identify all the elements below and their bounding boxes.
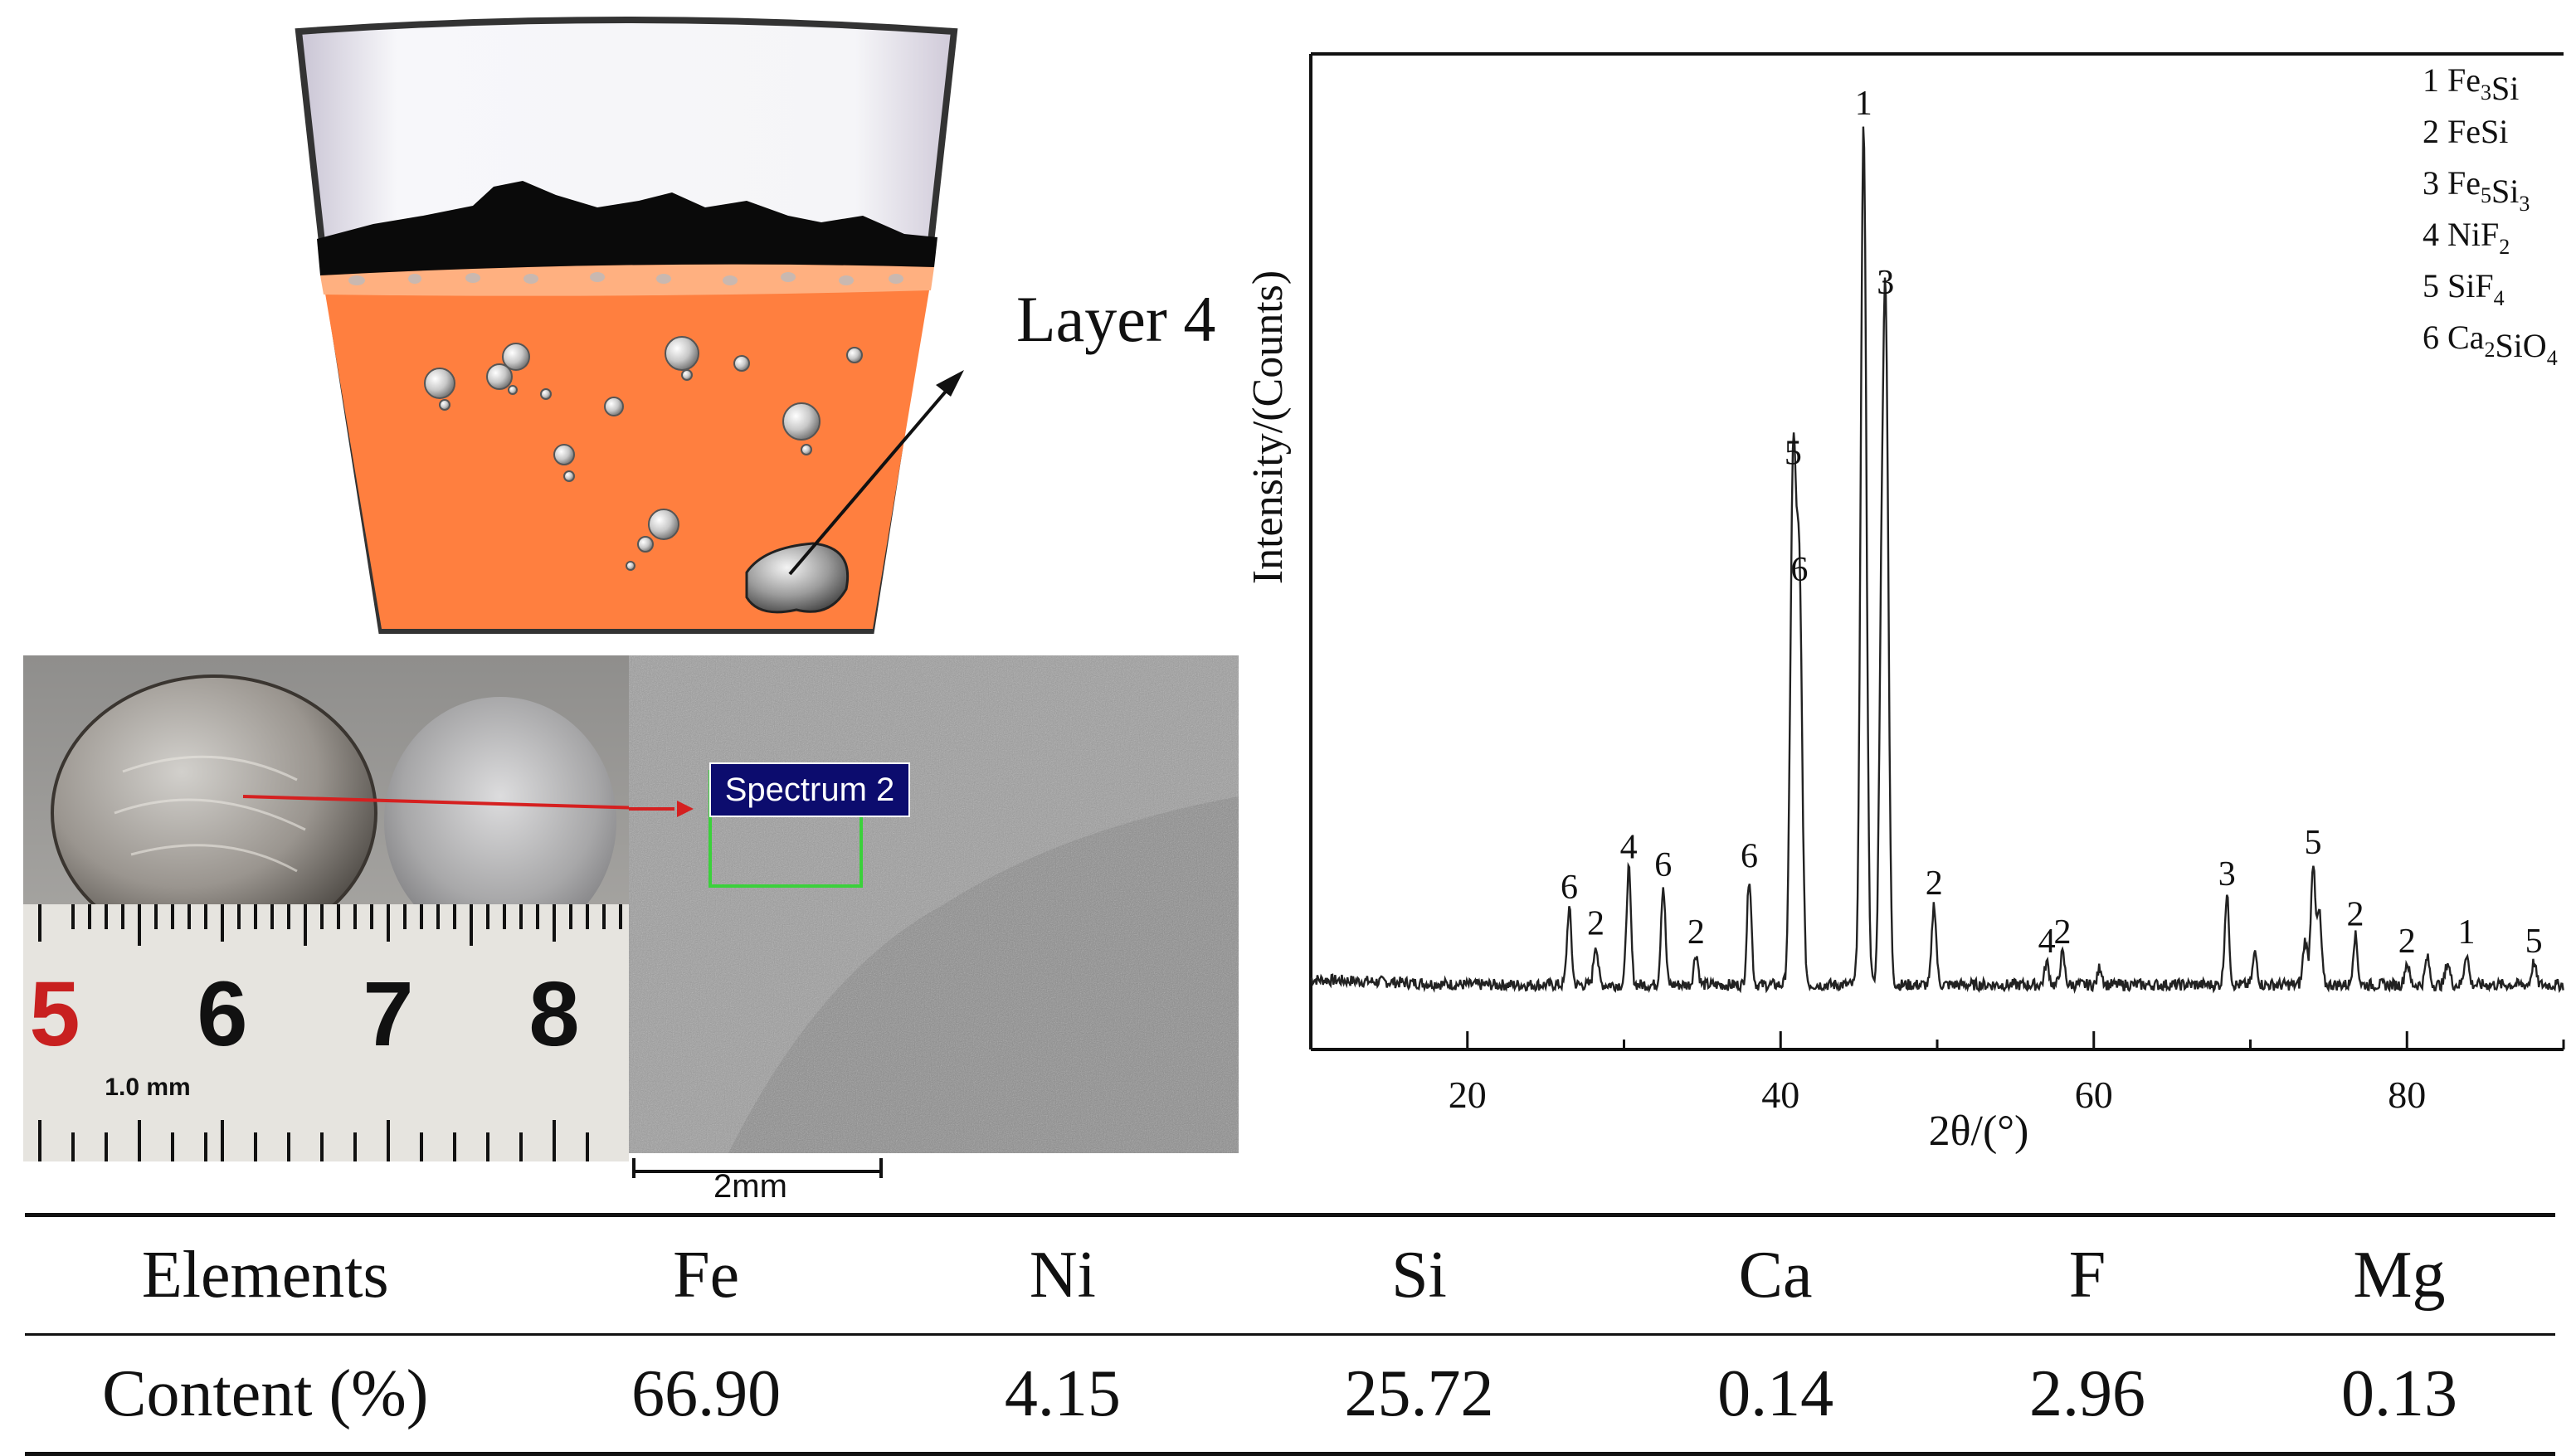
x-tick-label: 60: [2075, 1074, 2113, 1116]
crucible-illustration: [295, 17, 964, 634]
composition-table: Elements Fe Ni Si Ca F Mg Content (%) 66…: [25, 1213, 2555, 1456]
pointer-arrowhead: [936, 370, 964, 397]
table-cell: 4.15: [906, 1334, 1219, 1456]
molten-metal: [322, 262, 933, 629]
table-header-cell: F: [1931, 1213, 2243, 1336]
ruler-unit-label: 1.0 mm: [105, 1074, 190, 1101]
table-cell: 66.90: [505, 1334, 907, 1456]
scale-bar-label: 2mm: [713, 1168, 787, 1205]
peak-label: 4: [1620, 829, 1638, 867]
pointer-arrow-line: [788, 380, 956, 576]
x-tick-label: 80: [2388, 1074, 2426, 1116]
table-cell: 25.72: [1218, 1334, 1620, 1456]
peak-label: 6: [1654, 846, 1672, 884]
ruler-ticks: [38, 904, 622, 1161]
legend-entry: 3 Fe5Si3: [2423, 164, 2530, 216]
peak-label: 2: [2398, 923, 2416, 961]
peak-label: 6: [1741, 837, 1758, 875]
red-arrow-line: [242, 795, 629, 810]
table-header-cell: Elements: [25, 1213, 506, 1336]
y-axis-label: Intensity/(Counts): [1244, 270, 1292, 584]
spectrum-badge: [709, 762, 910, 817]
peak-label: 2: [2346, 896, 2364, 934]
table-cell: 2.96: [1931, 1334, 2243, 1456]
ruler-number-7: 7: [363, 963, 413, 1065]
table-header-cell: Si: [1218, 1213, 1620, 1336]
ruler-number-8: 8: [528, 963, 579, 1065]
xrd-pattern-line: [1310, 126, 2564, 995]
table-header-cell: Fe: [505, 1213, 907, 1336]
table-cell: 0.14: [1619, 1334, 1932, 1456]
legend-entry: 2 FeSi: [2423, 113, 2508, 150]
peak-label: 2: [1687, 913, 1705, 952]
glass-sample: [384, 697, 616, 946]
peak-label: 3: [1877, 264, 1894, 302]
sem-image: Spectrum 2: [629, 655, 1239, 1153]
legend-entry: 4 NiF2: [2423, 216, 2510, 259]
slag-layer: [320, 264, 934, 296]
peak-label: 2: [1587, 904, 1605, 942]
sample-photo: 5 6 7 8 1.0 mm: [23, 655, 629, 1161]
table-header-cell: Ni: [906, 1213, 1219, 1336]
spectrum-label: Spectrum 2: [725, 772, 895, 808]
scale-bar: [632, 1158, 883, 1178]
table-cell: Content (%): [25, 1334, 506, 1456]
table-header-cell: Mg: [2243, 1213, 2555, 1336]
bubbles: [424, 336, 863, 571]
red-arrowhead: [677, 801, 694, 817]
legend-entry: 5 SiF4: [2423, 267, 2505, 310]
carbon-layer: [317, 181, 937, 275]
table-cell: 0.13: [2243, 1334, 2555, 1456]
ruler: [23, 904, 629, 1161]
table-row: Content (%) 66.90 4.15 25.72 0.14 2.96 0…: [25, 1334, 2555, 1456]
peak-label: 4: [2038, 923, 2056, 961]
peak-label: 3: [2218, 855, 2236, 894]
legend-entry: 6 Ca2SiO4: [2423, 319, 2558, 370]
peak-label: 6: [1561, 869, 1578, 907]
x-axis-label: 2θ/(°): [1929, 1108, 2029, 1155]
ruler-number-6: 6: [197, 963, 247, 1065]
peak-label: 5: [2305, 824, 2322, 862]
peak-label: 1: [2457, 913, 2475, 952]
table-header-row: Elements Fe Ni Si Ca F Mg: [25, 1213, 2555, 1336]
peak-label: 2: [1926, 864, 1943, 903]
x-tick-label: 20: [1449, 1074, 1487, 1116]
peak-label: 6: [1790, 551, 1808, 589]
peak-label: 1: [1855, 85, 1872, 123]
metal-nugget: [745, 542, 850, 614]
slag-particles: [348, 272, 903, 285]
layer-label: Layer 4: [1016, 283, 1216, 355]
peak-label: 5: [2525, 923, 2543, 961]
peak-label: 2: [2054, 913, 2072, 952]
x-tick-label: 40: [1761, 1074, 1799, 1116]
legend-entry: 1 Fe3Si: [2423, 61, 2519, 107]
peak-label: 5: [1785, 434, 1802, 472]
table-header-cell: Ca: [1619, 1213, 1932, 1336]
ruler-number-5: 5: [29, 963, 80, 1065]
